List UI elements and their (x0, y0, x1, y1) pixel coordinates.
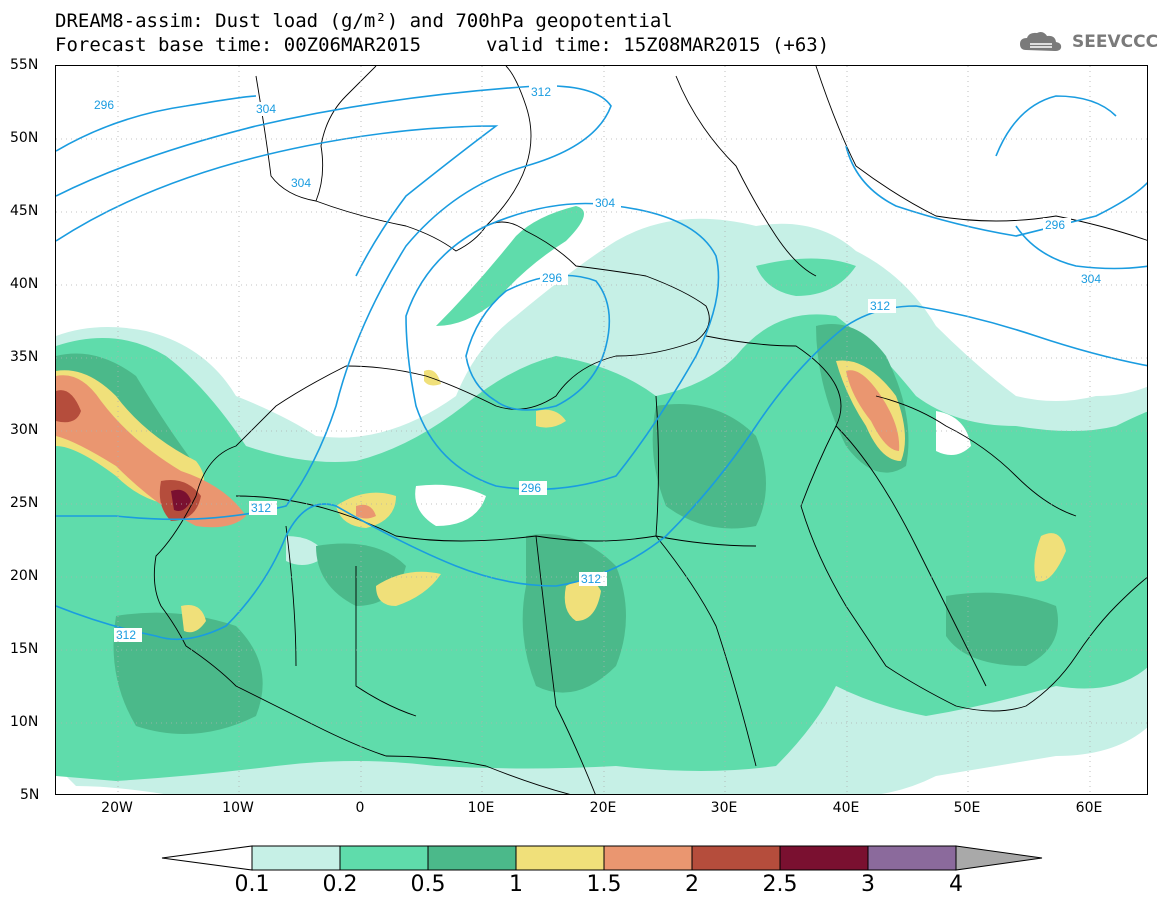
logo-text: SEEVCCC (1072, 32, 1159, 52)
dust-field-dark-5 (946, 592, 1058, 666)
contour-label: 304 (256, 102, 276, 116)
dust-field-red-1 (56, 390, 81, 423)
colorbar-label: 4 (949, 872, 963, 897)
colorbar-label: 2.5 (762, 872, 798, 897)
dust-field-yellow-4 (376, 571, 441, 606)
dust-field-clear-3 (286, 536, 326, 565)
dust-field-orange-3 (356, 504, 376, 519)
lon-label: 30E (710, 800, 738, 816)
lon-label: 20W (101, 800, 133, 816)
lat-label: 30N (10, 422, 39, 438)
dust-field-dark-4 (113, 612, 263, 734)
seevccc-logo: SEEVCCC (1018, 30, 1158, 54)
colorbar-label: 0.2 (322, 872, 358, 897)
lat-label: 10N (10, 714, 39, 730)
lat-label: 55N (10, 57, 39, 73)
lat-label: 45N (10, 203, 39, 219)
contour-label: 296 (94, 98, 114, 112)
colorbar-swatch (339, 845, 429, 871)
dust-map-canvas: 296 304 312 296 304 296 304 312 312 312 … (56, 66, 1147, 794)
colorbar-swatch (691, 845, 781, 871)
lat-label: 15N (10, 641, 39, 657)
contour-label: 304 (595, 196, 615, 210)
dust-field-medium-east (756, 258, 856, 296)
colorbar-swatch (427, 845, 517, 871)
geopotential-contours (56, 85, 1147, 641)
contour-label: 312 (870, 299, 890, 313)
dust-field-yellow-6 (1034, 533, 1066, 582)
contour-label: 304 (1081, 272, 1101, 286)
colorbar-swatch (603, 845, 693, 871)
cloud-icon (1020, 32, 1062, 51)
colorbar-swatch (779, 845, 869, 871)
colorbar-label: 0.5 (410, 872, 446, 897)
contour-label: 296 (542, 271, 562, 285)
dust-field-orange-2 (846, 370, 900, 451)
dust-map: 296 304 312 296 304 296 304 312 312 312 … (55, 65, 1148, 795)
dust-field-red-3 (171, 489, 191, 511)
dust-field-yellow-7 (181, 605, 206, 633)
contour-label: 312 (581, 572, 601, 586)
contour-label: 296 (521, 481, 541, 495)
colorbar-low-arrow (161, 845, 253, 871)
lat-label: 50N (10, 130, 39, 146)
colorbar-swatch (251, 845, 341, 871)
valid-time-label: valid time: 15Z08MAR2015 (+63) (486, 34, 830, 56)
lat-label: 5N (20, 787, 40, 803)
colorbar-swatch (515, 845, 605, 871)
contour-label-group: 296 304 312 296 304 296 304 312 312 312 … (92, 85, 1107, 642)
lon-label: 50E (953, 800, 981, 816)
contour-label: 312 (531, 85, 551, 99)
lon-label: 60E (1075, 800, 1103, 816)
colorbar-label: 2 (685, 872, 699, 897)
dust-field-clear-1 (415, 484, 486, 526)
colorbar (161, 845, 1043, 871)
base-time-label: Forecast base time: 00Z06MAR2015 (55, 34, 422, 56)
graticule (56, 66, 1147, 794)
lat-label: 40N (10, 276, 39, 292)
lat-label: 35N (10, 349, 39, 365)
lon-label: 20E (589, 800, 617, 816)
coastlines (153, 66, 1147, 794)
lon-label: 40E (832, 800, 860, 816)
dust-field-yellow-8 (536, 409, 566, 428)
lon-label: 10E (467, 800, 495, 816)
lat-label: 25N (10, 495, 39, 511)
colorbar-label: 0.1 (234, 872, 270, 897)
lon-label: 10W (222, 800, 254, 816)
map-title: DREAM8-assim: Dust load (g/m²) and 700hP… (55, 10, 673, 32)
contour-label: 312 (251, 501, 271, 515)
dust-field-yellow-9 (424, 369, 441, 386)
contour-label: 296 (1045, 218, 1065, 232)
lon-label: 0 (355, 800, 365, 816)
colorbar-swatch (867, 845, 957, 871)
contour-label: 312 (116, 628, 136, 642)
dust-field-medium-north (436, 206, 584, 326)
dust-field-dark-2 (652, 404, 766, 529)
colorbar-label: 1.5 (586, 872, 622, 897)
colorbar-label: 1 (509, 872, 523, 897)
dust-field-clear-2 (936, 411, 971, 455)
dust-field-yellow-5 (564, 579, 601, 621)
colorbar-label: 3 (861, 872, 875, 897)
lat-label: 20N (10, 568, 39, 584)
colorbar-high-arrow (955, 845, 1043, 871)
dust-field-orange-1 (56, 375, 246, 528)
contour-label: 304 (291, 176, 311, 190)
